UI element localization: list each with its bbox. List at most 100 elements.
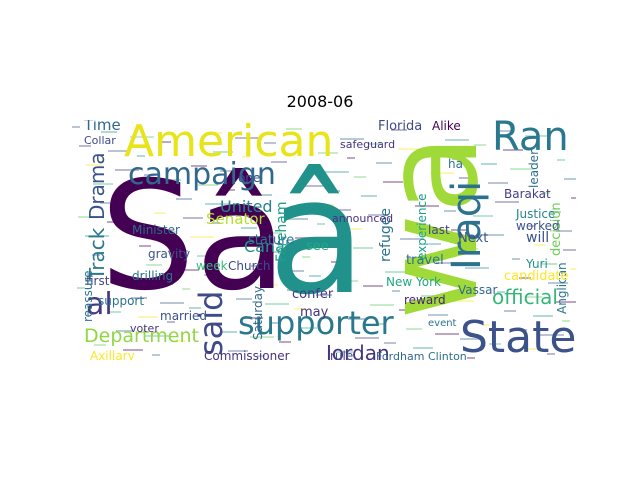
background-word-mark — [511, 329, 527, 331]
background-word-mark — [144, 174, 156, 176]
background-word-mark — [309, 275, 321, 277]
cloud-word: leader — [527, 150, 541, 188]
background-word-mark — [236, 298, 252, 300]
background-word-mark — [527, 225, 535, 227]
background-word-mark — [348, 318, 368, 320]
cloud-word: Drama — [85, 152, 109, 220]
background-word-mark — [287, 289, 295, 291]
background-word-mark — [159, 141, 171, 143]
cloud-word: last — [428, 223, 450, 237]
background-word-mark — [265, 303, 289, 305]
background-word-mark — [310, 204, 334, 206]
cloud-word: worked — [516, 219, 560, 233]
background-word-mark — [325, 171, 349, 173]
background-word-mark — [489, 343, 501, 345]
background-word-mark — [355, 337, 379, 339]
background-word-mark — [131, 297, 147, 299]
background-word-mark — [243, 317, 263, 319]
cloud-word: Next — [458, 231, 488, 246]
background-word-mark — [445, 139, 469, 141]
cloud-word: first — [86, 274, 110, 288]
background-word-mark — [443, 281, 463, 283]
cloud-word: Clinton — [428, 350, 467, 360]
background-word-mark — [450, 300, 474, 302]
background-word-mark — [406, 328, 422, 330]
background-word-mark — [197, 255, 205, 257]
background-word-mark — [264, 142, 276, 144]
background-word-mark — [488, 182, 508, 184]
cloud-word: Collar — [84, 134, 116, 147]
cloud-word: official — [492, 285, 558, 309]
cloud-word: decision — [549, 202, 564, 256]
background-word-mark — [415, 205, 439, 207]
background-word-mark — [414, 276, 426, 278]
background-word-mark — [220, 170, 244, 172]
background-word-mark — [241, 227, 257, 229]
background-word-mark — [130, 136, 154, 138]
cloud-word: Canal — [244, 237, 289, 256]
background-word-mark — [347, 157, 355, 159]
cloud-word: will — [526, 230, 549, 246]
background-word-mark — [518, 348, 538, 350]
background-word-mark — [324, 242, 336, 244]
background-word-mark — [227, 189, 235, 191]
cloud-word: may — [300, 305, 329, 320]
background-word-mark — [167, 321, 175, 323]
background-word-mark — [94, 344, 106, 346]
background-word-mark — [145, 335, 169, 337]
background-word-mark — [234, 208, 246, 210]
cloud-word: Saturday — [251, 286, 265, 340]
cloud-word: stature — [248, 233, 294, 248]
cloud-word: al — [86, 287, 113, 322]
background-word-mark — [548, 282, 568, 284]
background-word-mark — [467, 357, 475, 359]
background-word-mark — [249, 175, 261, 177]
cloud-word: Sâ — [100, 150, 287, 324]
cloud-word: supporter — [238, 304, 395, 342]
background-word-mark — [496, 130, 512, 132]
cloud-word: reassure — [81, 270, 95, 322]
background-word-mark — [563, 249, 576, 251]
background-word-mark — [407, 257, 415, 259]
cloud-word: Track — [85, 227, 109, 281]
background-word-mark — [204, 274, 216, 276]
background-word-mark — [510, 168, 534, 170]
background-word-mark — [198, 184, 218, 186]
cloud-word: said — [192, 291, 230, 356]
background-word-mark — [557, 159, 565, 161]
background-word-mark — [175, 269, 199, 271]
cloud-word: Anglican — [555, 262, 569, 314]
background-word-mark — [228, 350, 248, 352]
background-word-mark — [458, 248, 478, 250]
background-word-mark — [398, 148, 418, 150]
background-word-mark — [93, 183, 113, 185]
background-word-mark — [497, 291, 505, 293]
background-word-mark — [295, 237, 319, 239]
background-word-mark — [221, 331, 237, 333]
background-word-mark — [362, 356, 370, 358]
background-word-mark — [153, 283, 173, 285]
background-word-mark — [242, 156, 250, 158]
background-word-mark — [504, 310, 516, 312]
background-word-mark — [555, 301, 576, 303]
background-word-mark — [370, 304, 394, 306]
background-word-mark — [302, 256, 310, 258]
background-word-mark — [562, 320, 570, 322]
background-word-mark — [460, 338, 484, 340]
background-word-mark — [480, 234, 504, 236]
background-word-mark — [206, 132, 222, 134]
background-word-mark — [459, 177, 471, 179]
background-word-mark — [256, 194, 272, 196]
background-word-mark — [294, 308, 306, 310]
background-word-mark — [541, 263, 557, 265]
cloud-word: Vassar — [458, 283, 497, 297]
cloud-word: New York — [386, 275, 441, 289]
background-word-mark — [107, 221, 115, 223]
background-word-mark — [138, 316, 158, 318]
cloud-word: event — [428, 318, 457, 329]
background-word-mark — [384, 342, 396, 344]
background-word-mark — [376, 162, 392, 164]
background-word-mark — [465, 267, 489, 269]
background-word-mark — [333, 351, 353, 353]
